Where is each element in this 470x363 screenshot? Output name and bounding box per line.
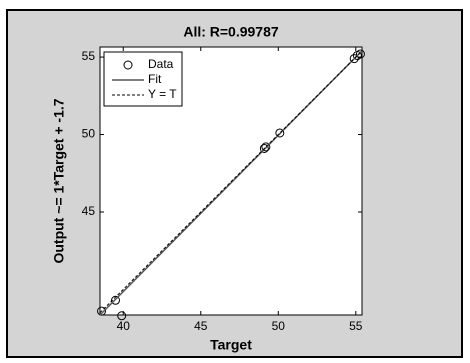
data-point	[259, 143, 269, 153]
x-tick-label: 50	[272, 319, 286, 333]
chart-title: All: R=0.99787	[183, 24, 279, 40]
data-point	[97, 306, 107, 316]
fit-line	[99, 50, 363, 316]
x-tick-label: 45	[194, 319, 208, 333]
legend-label: Data	[148, 57, 174, 71]
x-tick-label: 55	[349, 319, 363, 333]
x-axis-label: Target	[210, 337, 252, 353]
legend-label: Y = T	[148, 87, 177, 101]
data-point	[355, 49, 365, 59]
data-point	[261, 142, 271, 152]
data-point	[117, 311, 127, 321]
y-tick-label: 45	[82, 204, 96, 218]
y-tick-label: 55	[82, 49, 96, 63]
y-axis-label: Output ~= 1*Target + -1.7	[51, 98, 67, 263]
data-point	[111, 295, 121, 305]
legend-box	[103, 51, 183, 107]
legend-label: Fit	[148, 72, 162, 86]
y-tick-label: 50	[82, 127, 96, 141]
data-point	[349, 54, 359, 64]
x-tick-label: 40	[117, 319, 131, 333]
data-point	[275, 128, 285, 138]
legend-symbol	[123, 60, 133, 70]
identity-line	[99, 50, 363, 314]
